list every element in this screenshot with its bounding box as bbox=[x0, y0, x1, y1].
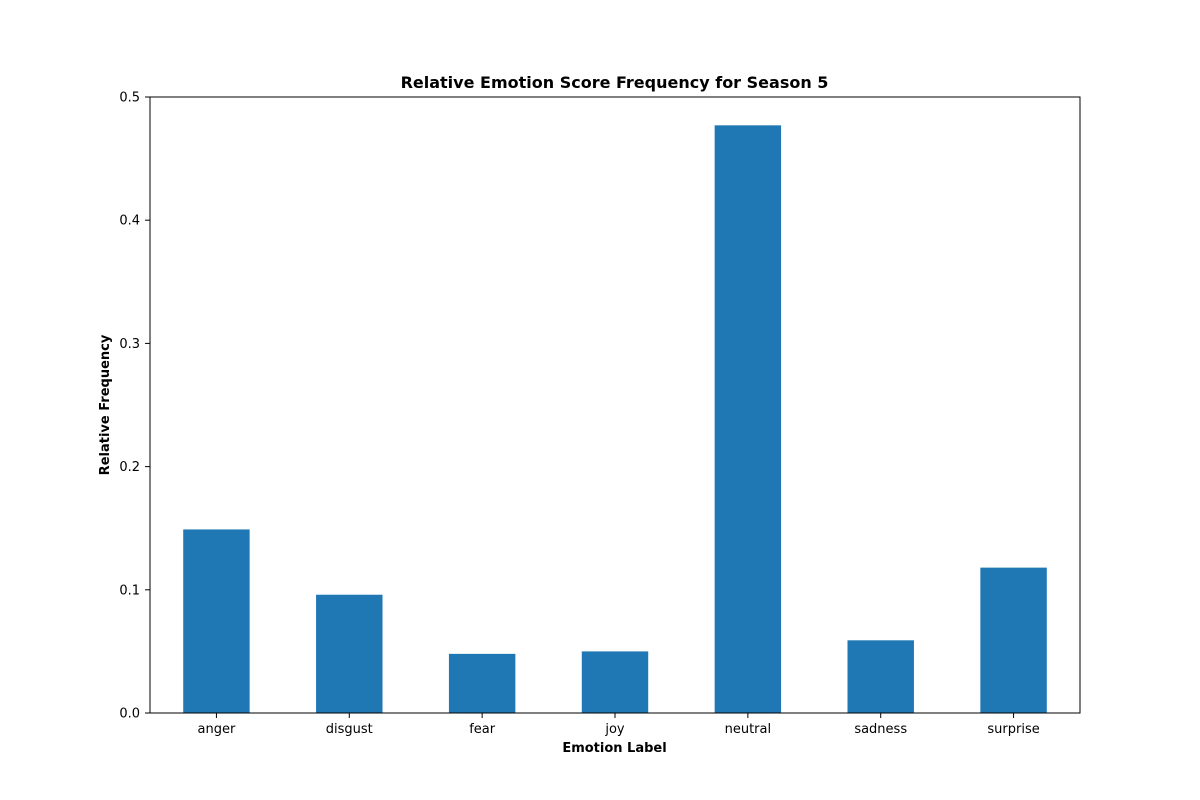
y-tick-label: 0.4 bbox=[119, 214, 140, 229]
bar-fear bbox=[448, 653, 516, 713]
bar-surprise bbox=[980, 567, 1047, 713]
bar-anger bbox=[183, 529, 250, 713]
bar-disgust bbox=[316, 594, 383, 713]
x-tick-label-joy: joy bbox=[604, 722, 625, 737]
x-axis-ticks: anger disgust fear joy neutral sadness surpris… bbox=[198, 713, 1040, 737]
y-tick-label: 0.1 bbox=[119, 583, 140, 598]
x-axis-label: Emotion Label bbox=[562, 741, 666, 756]
y-tick-label: 0.2 bbox=[119, 460, 140, 475]
chart-title: Relative Emotion Score Frequency for Sea… bbox=[401, 73, 829, 92]
x-tick-label-neutral: neutral bbox=[725, 722, 772, 737]
y-axis-label: Relative Frequency bbox=[98, 334, 113, 475]
bar-sadness bbox=[847, 640, 914, 713]
y-axis-ticks: 0.0 0.1 0.2 0.3 0.4 0.5 bbox=[119, 91, 150, 722]
x-tick-label-anger: anger bbox=[198, 722, 236, 737]
bar-neutral bbox=[714, 125, 782, 713]
x-tick-label-disgust: disgust bbox=[326, 722, 373, 737]
bar-joy bbox=[581, 651, 649, 713]
y-tick-label: 0.5 bbox=[119, 91, 140, 106]
bars-group bbox=[183, 125, 1047, 713]
x-tick-label-fear: fear bbox=[469, 722, 496, 737]
x-tick-label-sadness: sadness bbox=[854, 722, 907, 737]
y-tick-label: 0.0 bbox=[119, 707, 140, 722]
x-tick-label-surprise: surprise bbox=[987, 722, 1039, 737]
y-tick-label: 0.3 bbox=[119, 337, 140, 352]
